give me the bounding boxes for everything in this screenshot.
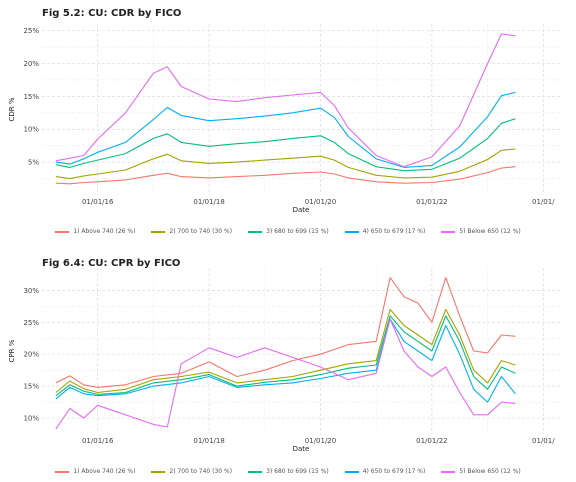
- x-axis-label: Date: [293, 445, 310, 453]
- series-line-2: [55, 308, 516, 394]
- y-tick-label: 10%: [23, 415, 39, 423]
- y-tick-label: 5%: [28, 159, 39, 167]
- y-tick-label: 30%: [23, 287, 39, 295]
- y-tick-label: 20%: [23, 60, 39, 68]
- series-line-3: [55, 118, 516, 172]
- chart-legend: 1) Above 740 (26 %) 2) 700 to 740 (30 %) 3…: [0, 468, 576, 475]
- x-tick-label: 01/01/16: [82, 437, 114, 445]
- y-axis-label: CPR %: [8, 339, 16, 362]
- y-tick-label: 15%: [23, 93, 39, 101]
- series-line-1: [55, 277, 516, 388]
- legend-swatch: [248, 470, 263, 473]
- x-tick-label: 01/01/16: [82, 198, 114, 206]
- legend-item-4: 4) 650 to 679 (17 %): [344, 228, 426, 235]
- y-tick-label: 25%: [23, 319, 39, 327]
- x-tick-label: 01/01/: [532, 437, 555, 445]
- legend-swatch: [55, 230, 70, 233]
- legend-label: 4) 650 to 679 (17 %): [362, 468, 426, 475]
- x-tick-label: 01/01/20: [305, 437, 336, 445]
- legend-label: 3) 680 to 699 (15 %): [266, 228, 329, 235]
- legend-item-2: 2) 700 to 740 (30 %): [151, 228, 232, 235]
- legend-label: 4) 650 to 679 (17 %): [362, 228, 426, 235]
- y-tick-label: 15%: [23, 383, 39, 391]
- plot-area: [42, 24, 560, 195]
- y-tick-label: 10%: [23, 126, 39, 134]
- legend-item-5: 5) Below 650 (12 %): [441, 228, 521, 235]
- x-tick-label: 01/01/18: [193, 198, 224, 206]
- legend-label: 1) Above 740 (26 %): [73, 468, 136, 475]
- legend-item-5: 5) Below 650 (12 %): [441, 468, 521, 475]
- cdr-line-chart: 5% 10% 15% 20% 25% 01/01/16 01/01/18 01/01/20 01…: [8, 24, 560, 214]
- series-line-5: [55, 318, 516, 430]
- series-line-3: [55, 315, 516, 397]
- plot-area: [42, 268, 560, 434]
- x-tick-label: 01/01/22: [416, 437, 447, 445]
- cdr-chart-panel: Fig 5.2: CU: CDR by FICO 5% 10% 15% 20% 25% 0…: [0, 8, 576, 235]
- legend-item-2: 2) 700 to 740 (30 %): [151, 468, 232, 475]
- legend-label: 3) 680 to 699 (15 %): [266, 468, 329, 475]
- chart-legend: 1) Above 740 (26 %) 2) 700 to 740 (30 %) 3…: [0, 228, 576, 235]
- x-tick-label: 01/01/20: [305, 198, 336, 206]
- legend-label: 1) Above 740 (26 %): [73, 228, 136, 235]
- x-axis-label: Date: [293, 206, 310, 214]
- legend-item-1: 1) Above 740 (26 %): [55, 468, 135, 475]
- legend-swatch: [151, 470, 166, 473]
- legend-swatch: [248, 230, 263, 233]
- y-tick-label: 20%: [23, 351, 39, 359]
- x-tick-label: 01/01/18: [193, 437, 224, 445]
- legend-label: 2) 700 to 740 (30 %): [169, 228, 233, 235]
- legend-swatch: [344, 470, 359, 473]
- y-axis-label: CDR %: [8, 97, 16, 121]
- legend-swatch: [151, 230, 166, 233]
- legend-label: 2) 700 to 740 (30 %): [169, 468, 233, 475]
- x-tick-label: 01/01/22: [416, 198, 447, 206]
- series-line-1: [55, 166, 516, 185]
- legend-swatch: [344, 230, 359, 233]
- legend-swatch: [55, 470, 70, 473]
- chart-title: Fig 5.2: CU: CDR by FICO: [42, 8, 182, 19]
- legend-label: 5) Below 650 (12 %): [459, 468, 521, 475]
- legend-item-1: 1) Above 740 (26 %): [55, 228, 135, 235]
- series-line-2: [55, 148, 516, 180]
- series-line-4: [55, 91, 516, 168]
- x-tick-label: 01/01/: [532, 198, 555, 206]
- cpr-chart-panel: Fig 6.4: CU: CPR by FICO 10% 15% 20% 25% 30%…: [0, 250, 576, 482]
- y-tick-label: 25%: [23, 27, 39, 35]
- legend-label: 5) Below 650 (12 %): [459, 228, 521, 235]
- legend-swatch: [441, 230, 456, 233]
- series-line-4: [55, 318, 516, 403]
- legend-item-3: 3) 680 to 699 (15 %): [248, 468, 329, 475]
- chart-title: Fig 6.4: CU: CPR by FICO: [42, 258, 181, 269]
- legend-item-3: 3) 680 to 699 (15 %): [248, 228, 329, 235]
- series-line-5: [55, 33, 516, 168]
- legend-item-4: 4) 650 to 679 (17 %): [344, 468, 426, 475]
- cpr-line-chart: 10% 15% 20% 25% 30% 01/01/16 01/01/18 01/01/20 0…: [8, 268, 560, 453]
- legend-swatch: [441, 470, 456, 473]
